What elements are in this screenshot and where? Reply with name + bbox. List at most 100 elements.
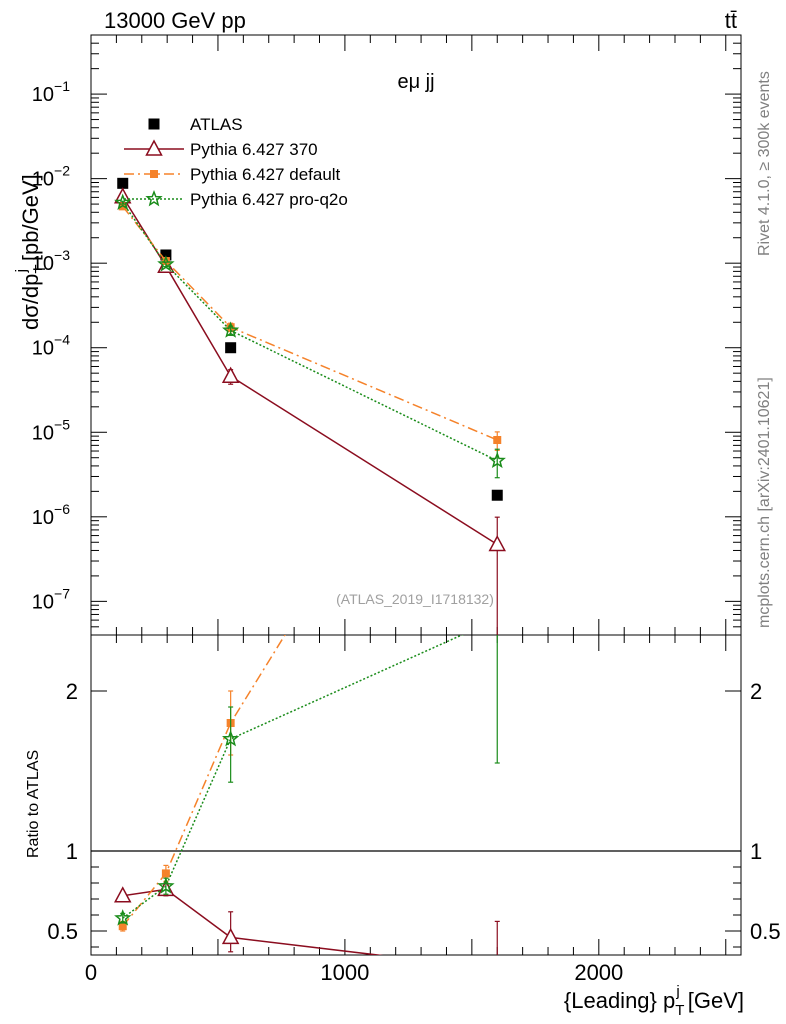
header-energy-label: 13000 GeV pp [104, 8, 246, 33]
main-y-tick-label-exp: −4 [54, 332, 70, 348]
main-line-pythia-6-427-370 [122, 196, 498, 546]
main-clip-group [113, 177, 507, 635]
main-point-pythia-6-427-pro-q2o [157, 255, 175, 272]
main-y-tick-label-base: 10 [32, 84, 54, 106]
ratio-y-tick-label-right: 1 [750, 839, 762, 864]
ratio-series-pythia-6-427-370 [113, 879, 505, 975]
ratio-point-pythia-6-427-default [493, 287, 501, 295]
main-title: eμ jj [397, 71, 434, 93]
ratio-point-pythia-6-427-370 [221, 927, 240, 945]
legend-marker [150, 170, 158, 178]
ratio-clip-group [113, 287, 505, 975]
ratio-series-pythia-6-427-pro-q2o [114, 635, 500, 926]
ratio-line-pythia-6-427-pro-q2o [122, 635, 464, 919]
legend-marker [145, 139, 163, 156]
main-point-atlas [225, 342, 237, 354]
main-series-group [113, 177, 507, 635]
x-axis-label: {Leading} pTj [GeV] [564, 983, 744, 1019]
ratio-point-pythia-6-427-default [161, 869, 170, 878]
main-y-tick-label-base: 10 [32, 253, 54, 275]
main-series-atlas [117, 177, 503, 501]
y-label-sub: T [32, 264, 49, 273]
ratio-point-pythia-6-427-pro-q2o [221, 729, 240, 747]
legend-label: Pythia 6.427 pro-q2o [190, 190, 348, 209]
ratio-point-pythia-6-427-pro-q2o [157, 877, 175, 894]
main-y-tick-label-exp: −2 [54, 163, 70, 179]
legend: ATLAS Pythia 6.427 370 Pythia 6.427 defaul… [124, 115, 348, 209]
main-y-axis-label: dσ/dpTj [pb/GeV] [13, 174, 49, 330]
main-y-tick-label-base: 10 [32, 422, 54, 444]
x-label-main: {Leading} p [564, 988, 675, 1013]
main-y-tick-label: 10−3 [32, 247, 70, 275]
ratio-y-tick-label: 0.5 [47, 919, 78, 944]
main-y-tick-label-exp: −7 [54, 585, 70, 601]
legend-marker [148, 118, 160, 130]
main-y-tick-label: 10−6 [32, 501, 70, 529]
ratio-y-axis-label: Ratio to ATLAS [25, 750, 42, 858]
main-y-tick-label-exp: −5 [54, 416, 70, 432]
main-line-pythia-6-427-default [122, 205, 498, 441]
x-label-sup: j [675, 983, 679, 1000]
main-y-tick-label: 10−1 [32, 78, 70, 106]
main-y-tick-label: 10−5 [32, 416, 70, 444]
header-process-label: tt̄ [725, 8, 737, 33]
ratio-series-pythia-6-427-default [118, 287, 501, 932]
ratio-y-tick-label: 1 [66, 839, 78, 864]
ratio-point-pythia-6-427-pro-q2o [114, 909, 132, 926]
ratio-point-pythia-6-427-370 [490, 961, 505, 975]
main-y-tick-label-exp: −3 [54, 247, 70, 263]
x-label-unit: [GeV] [688, 988, 744, 1013]
main-point-pythia-6-427-default [493, 436, 502, 445]
main-y-tick-label-exp: −1 [54, 78, 70, 94]
ratio-point-pythia-6-427-default [118, 922, 127, 931]
analysis-watermark: (ATLAS_2019_I1718132) [336, 591, 494, 607]
ratio-x-tick-label: 0 [85, 960, 97, 985]
main-point-atlas [160, 249, 172, 261]
legend-label: Pythia 6.427 default [190, 165, 341, 184]
main-y-tick-label-exp: −6 [54, 501, 70, 517]
y-label-sup: j [13, 269, 30, 273]
main-y-tick-label-base: 10 [32, 591, 54, 613]
main-y-tick-label: 10−4 [32, 332, 70, 360]
ratio-x-tick-label: 2000 [574, 960, 623, 985]
main-y-tick-label: 10−2 [32, 163, 70, 191]
ratio-series-group [113, 287, 505, 975]
ratio-y-tick-label-right: 2 [750, 679, 762, 704]
main-point-pythia-6-427-pro-q2o [488, 451, 506, 469]
legend-marker [145, 189, 163, 207]
ratio-x-tick-label: 1000 [320, 960, 369, 985]
main-y-tick-label: 10−7 [32, 585, 70, 613]
ratio-point-pythia-6-427-370 [113, 886, 132, 903]
y-label-unit: [pb/GeV] [18, 174, 43, 261]
legend-item: ATLAS [148, 115, 243, 134]
ratio-axis-ticks: 0.5 0.5 1 1 2 2 0 1000 2000 [47, 635, 781, 985]
main-y-tick-label-base: 10 [32, 338, 54, 360]
ratio-y-tick-label-right: 0.5 [750, 919, 781, 944]
legend-label: Pythia 6.427 370 [190, 140, 318, 159]
main-panel-frame [90, 34, 742, 636]
main-line-pythia-6-427-pro-q2o [122, 202, 498, 462]
ratio-line-pythia-6-427-default [122, 635, 286, 927]
ratio-line-pythia-6-427-370 [122, 888, 384, 955]
main-point-pythia-6-427-370 [221, 366, 240, 383]
main-y-tick-label-base: 10 [32, 169, 54, 191]
side-text-mcplots: mcplots.cern.ch [arXiv:2401.10621] [756, 377, 773, 628]
y-label-main: dσ/dp [18, 274, 43, 330]
main-point-pythia-6-427-370 [488, 534, 507, 552]
ratio-y-tick-label: 2 [66, 679, 78, 704]
main-point-pythia-6-427-pro-q2o [222, 321, 240, 338]
ratio-panel-frame [90, 634, 742, 956]
x-label-sub: T [675, 1002, 684, 1019]
main-point-atlas [117, 177, 129, 189]
side-text-rivet: Rivet 4.1.0, ≥ 300k events [756, 71, 773, 256]
legend-item: Pythia 6.427 370 [124, 139, 318, 159]
main-series-pythia-6-427-pro-q2o [114, 193, 506, 479]
main-series-pythia-6-427-default [118, 202, 502, 452]
legend-label: ATLAS [190, 115, 243, 134]
main-series-pythia-6-427-370 [113, 187, 507, 635]
main-point-pythia-6-427-default [161, 257, 170, 266]
main-point-pythia-6-427-pro-q2o [114, 193, 132, 211]
legend-item: Pythia 6.427 default [124, 165, 341, 184]
main-axis-ticks: 10−110−210−310−410−510−610−7 [32, 34, 741, 636]
